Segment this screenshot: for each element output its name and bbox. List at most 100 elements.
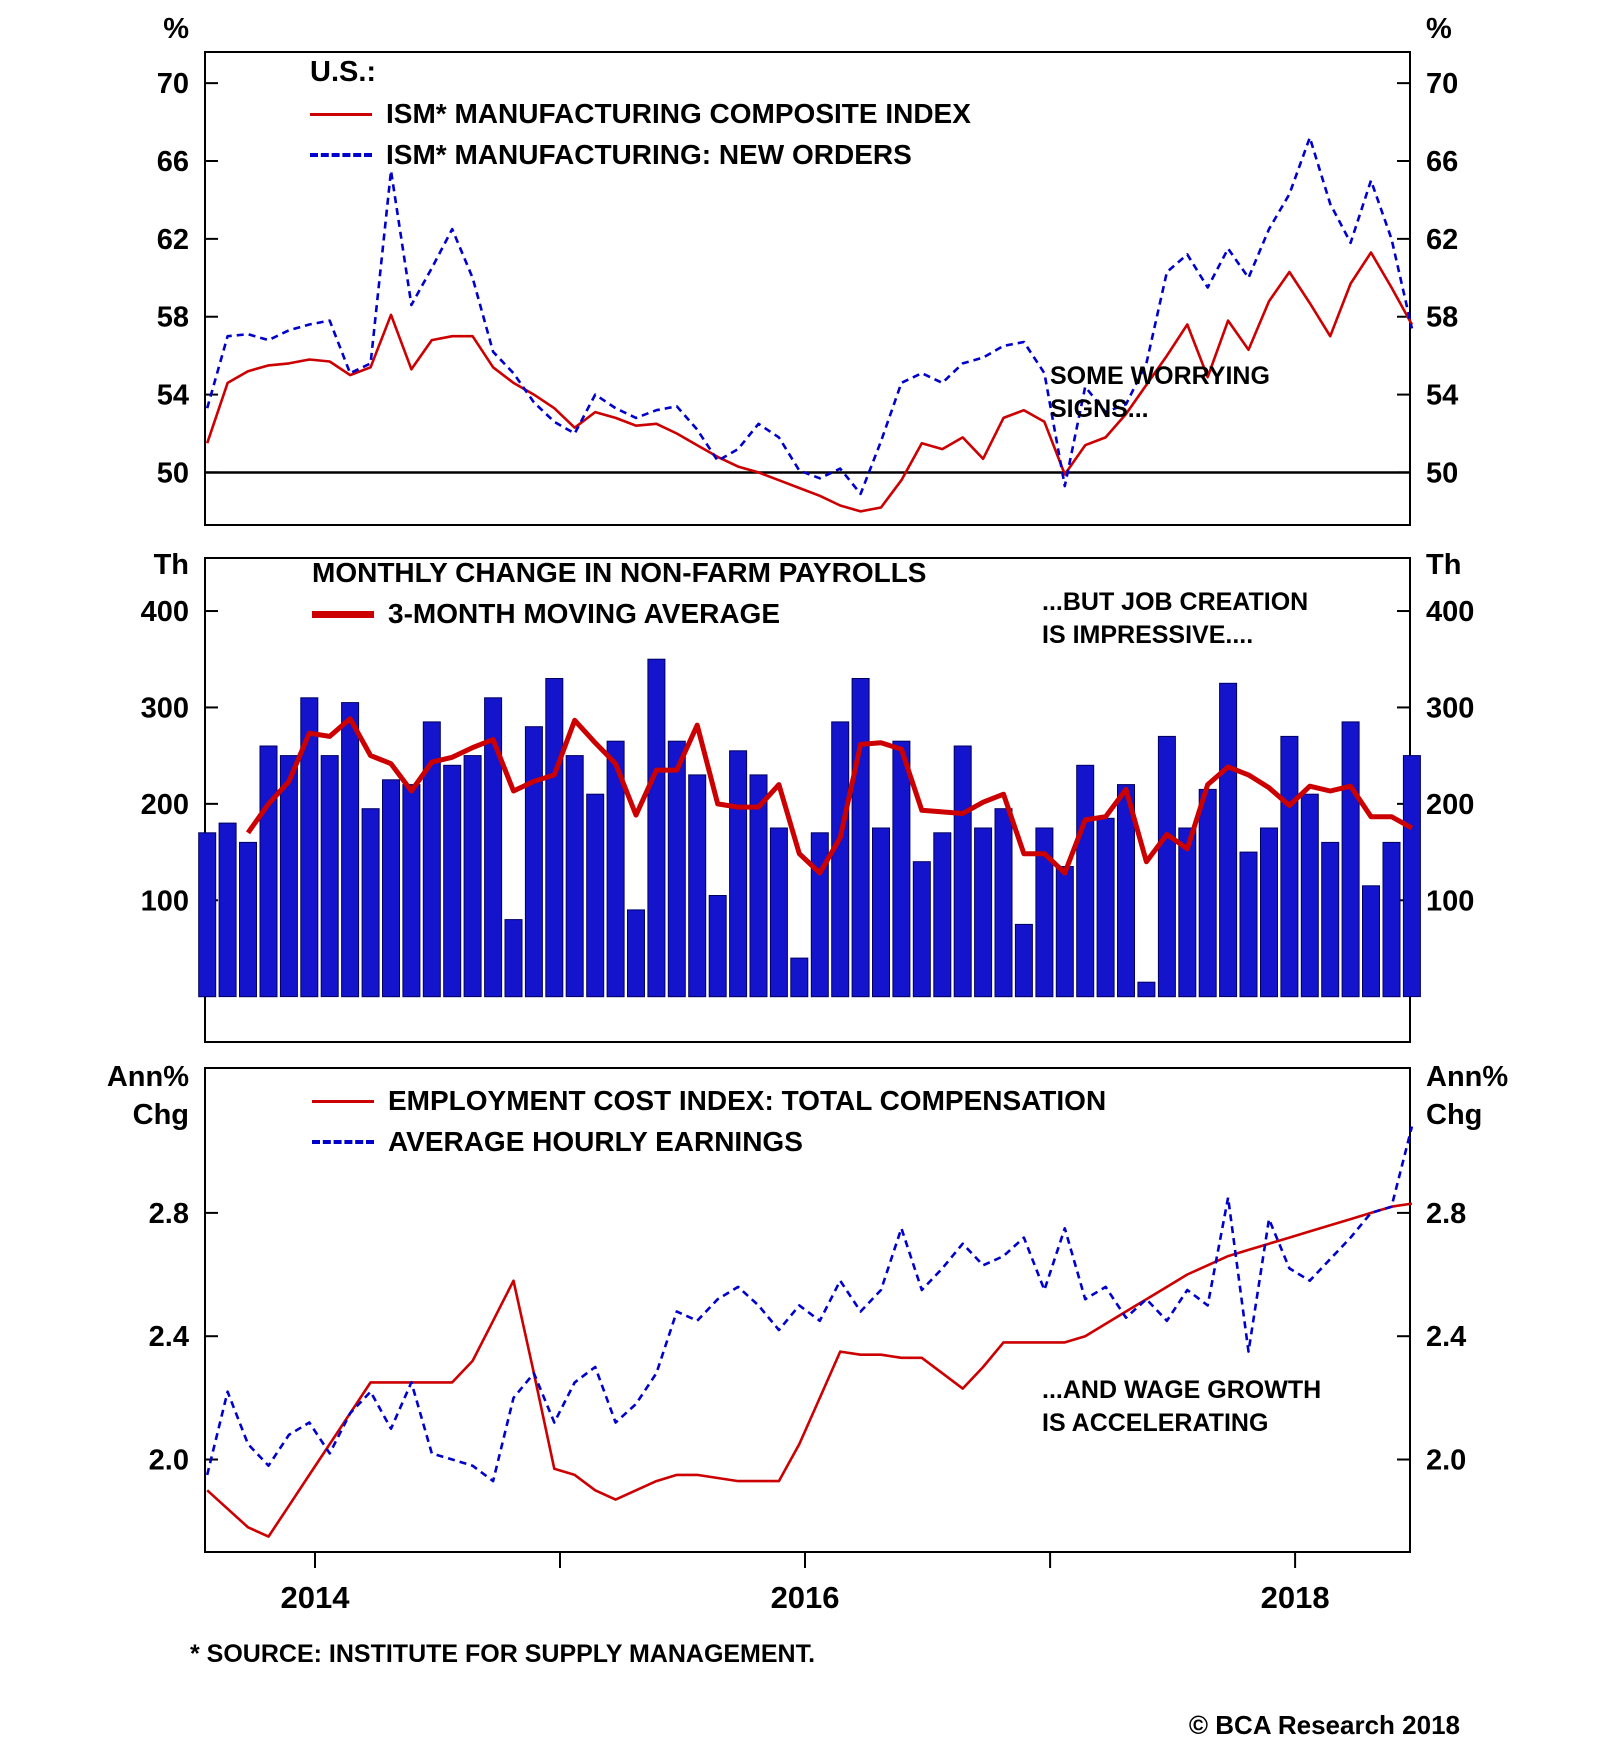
legend-label-ahe: AVERAGE HOURLY EARNINGS [388,1126,803,1157]
payroll-bar [1219,682,1238,998]
y-axis-unit-right: Ann% [1426,1061,1508,1093]
payroll-bar [1014,923,1033,998]
copyright-notice: © BCA Research 2018 [1188,1710,1460,1740]
payroll-bar [749,774,768,998]
payroll-bar [667,740,686,998]
payroll-bar [1402,755,1421,998]
y-tick-label-right: 200 [1426,789,1474,821]
legend-label-ism-new-orders: ISM* MANUFACTURING: NEW ORDERS [386,139,912,170]
payroll-bar [1239,851,1258,998]
payroll-bar [1055,866,1074,998]
payroll-bar [1035,827,1054,998]
y-tick-label-right: 50 [1426,457,1458,489]
payroll-bar [994,808,1013,998]
payroll-bar [565,755,584,998]
y-tick-label-right: 58 [1426,302,1458,334]
payroll-bar [1137,981,1156,998]
y-tick-label-left: 400 [141,596,189,628]
red-solid-line-swatch [312,1099,374,1103]
y-tick-label-right: 62 [1426,224,1458,256]
y-tick-label-left: 2.4 [149,1321,189,1353]
payroll-bar [912,861,931,998]
y-tick-label-left: 66 [157,146,189,178]
payroll-bar [382,779,400,998]
x-year-label: 2014 [281,1580,351,1615]
dashed-series-line [205,136,1414,496]
y-tick-label-left: 2.8 [149,1198,189,1230]
legend-item-moving-average: 3-MONTH MOVING AVERAGE [312,598,926,630]
y-tick-label-right: 2.0 [1426,1445,1466,1477]
y-axis-unit-right: Chg [1426,1099,1482,1131]
payroll-bar [627,909,645,998]
payroll-bar [545,678,564,998]
legend-label-payrolls: MONTHLY CHANGE IN NON-FARM PAYROLLS [312,557,927,588]
payroll-bar [606,740,625,998]
y-tick-label-left: 100 [141,885,189,917]
y-tick-label-right: 2.8 [1426,1198,1466,1230]
payroll-bar [504,919,523,998]
y-tick-label-right: 300 [1426,692,1474,724]
legend-item-eci: EMPLOYMENT COST INDEX: TOTAL COMPENSATIO… [312,1085,1106,1117]
payroll-bar [831,721,850,998]
payroll-bar [259,745,278,998]
payroll-bar [218,822,237,998]
panel3-legend: EMPLOYMENT COST INDEX: TOTAL COMPENSATIO… [312,1076,1106,1158]
payroll-bar [851,678,870,998]
payroll-bar [708,895,727,998]
y-tick-label-left: 62 [157,224,189,256]
y-tick-label-left: 58 [157,302,189,334]
y-tick-label-left: 2.0 [149,1445,189,1477]
payroll-bar [484,697,503,998]
payroll-bar [1260,827,1278,998]
payroll-bar [239,841,257,998]
payroll-bar [892,740,911,998]
y-tick-label-right: 400 [1426,596,1474,628]
y-axis-unit-left: Ann% [107,1061,189,1093]
payroll-bar [524,726,543,998]
legend-label-ism-composite: ISM* MANUFACTURING COMPOSITE INDEX [386,98,971,129]
y-axis-unit-left: % [163,13,189,45]
y-tick-label-left: 50 [157,457,189,489]
payroll-bar [443,764,462,998]
legend-label-moving-average: 3-MONTH MOVING AVERAGE [388,598,781,629]
payroll-bar [198,832,217,998]
panel1-annotation: SOME WORRYING SIGNS... [1050,362,1270,423]
y-tick-label-left: 200 [141,789,189,821]
panel2-legend: MONTHLY CHANGE IN NON-FARM PAYROLLS 3-MO… [312,548,926,630]
payroll-bar [402,784,421,998]
y-tick-label-right: 70 [1426,68,1458,100]
solid-series-line [205,251,1414,513]
panel-3-frame [204,1067,1411,1553]
payroll-bar [361,808,380,998]
legend-item-ism-composite: ISM* MANUFACTURING COMPOSITE INDEX [310,98,971,130]
panel1-legend: U.S.: ISM* MANUFACTURING COMPOSITE INDEX… [310,56,971,171]
payroll-bar [1076,764,1095,998]
payroll-bar [1198,788,1217,998]
payroll-bar [1096,817,1115,998]
payroll-bar [1341,721,1360,998]
payroll-bar [463,755,482,998]
panel1-title: U.S.: [310,56,377,88]
blue-dashed-line-swatch [312,1140,374,1144]
legend-item-ism-new-orders: ISM* MANUFACTURING: NEW ORDERS [310,139,971,171]
red-thick-line-swatch [312,610,374,618]
payroll-bar [300,697,319,998]
payroll-bar [341,702,360,998]
payroll-bar [974,827,993,998]
payroll-bar [1280,735,1299,998]
payroll-bar [1157,735,1176,998]
y-tick-label-right: 54 [1426,380,1458,412]
panel2-annotation: ...BUT JOB CREATION IS IMPRESSIVE.... [1042,588,1309,649]
payroll-bar [1300,793,1319,998]
payroll-bar [320,755,339,998]
moving-average-line [245,716,1414,876]
payroll-bar [872,827,890,998]
payroll-bar [1321,841,1340,998]
payroll-bar [422,721,441,998]
panel-1-frame [204,51,1411,526]
legend-item-ahe: AVERAGE HOURLY EARNINGS [312,1126,1106,1158]
payroll-bar [1178,827,1197,998]
payroll-bar [933,832,952,998]
